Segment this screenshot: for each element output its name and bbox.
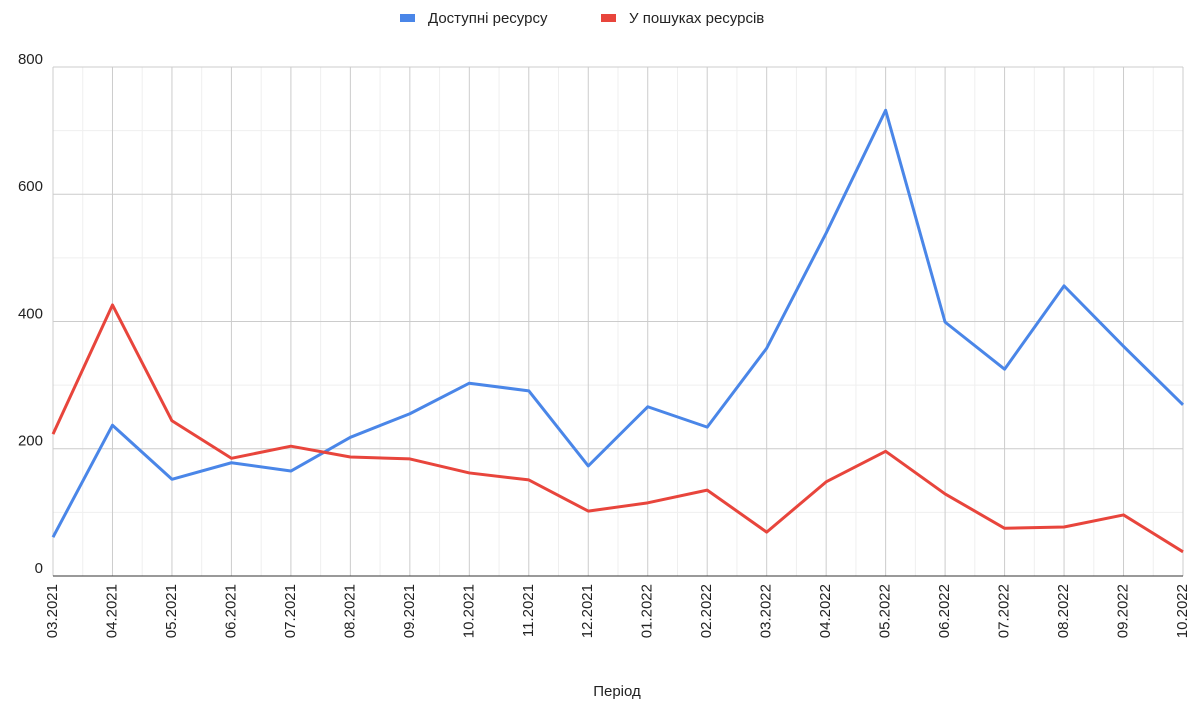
x-tick-label: 03.2022 bbox=[758, 584, 775, 638]
y-tick-label: 400 bbox=[18, 305, 43, 322]
series-line bbox=[51, 108, 1185, 538]
y-tick-label: 0 bbox=[35, 560, 43, 577]
legend-label: У пошуках ресурсів bbox=[629, 10, 764, 27]
y-tick-label: 200 bbox=[18, 433, 43, 450]
x-tick-label: 05.2021 bbox=[163, 584, 180, 638]
x-tick-label: 02.2022 bbox=[698, 584, 715, 638]
x-tick-label: 03.2021 bbox=[44, 584, 61, 638]
x-tick-label: 06.2021 bbox=[222, 584, 239, 638]
legend-swatch bbox=[400, 14, 415, 22]
x-tick-label: 10.2021 bbox=[460, 584, 477, 638]
x-tick-label: 11.2021 bbox=[520, 584, 537, 637]
x-tick-label: 07.2022 bbox=[996, 584, 1013, 638]
legend-swatch bbox=[601, 14, 616, 22]
x-tick-label: 09.2022 bbox=[1114, 584, 1131, 638]
x-tick-label: 06.2022 bbox=[936, 584, 953, 638]
x-tick-label: 01.2022 bbox=[639, 584, 656, 638]
x-tick-label: 12.2021 bbox=[579, 584, 596, 638]
y-tick-label: 800 bbox=[18, 51, 43, 68]
x-tick-label: 04.2022 bbox=[817, 584, 834, 638]
x-tick-label: 08.2021 bbox=[341, 584, 358, 638]
x-axis-title: Період bbox=[593, 683, 641, 700]
y-tick-label: 600 bbox=[18, 178, 43, 195]
x-tick-label: 05.2022 bbox=[877, 584, 894, 638]
x-tick-label: 09.2021 bbox=[401, 584, 418, 638]
series-line bbox=[51, 303, 1184, 554]
x-tick-label: 07.2021 bbox=[282, 584, 299, 638]
x-tick-label: 08.2022 bbox=[1055, 584, 1072, 638]
x-tick-label: 10.2022 bbox=[1174, 584, 1191, 638]
legend-label: Доступні ресурсу bbox=[428, 10, 548, 27]
x-tick-label: 04.2021 bbox=[103, 584, 120, 638]
